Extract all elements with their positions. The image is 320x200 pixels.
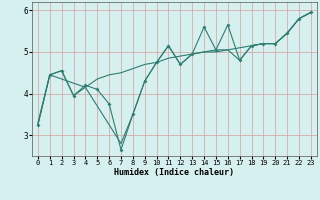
X-axis label: Humidex (Indice chaleur): Humidex (Indice chaleur) — [115, 168, 234, 177]
